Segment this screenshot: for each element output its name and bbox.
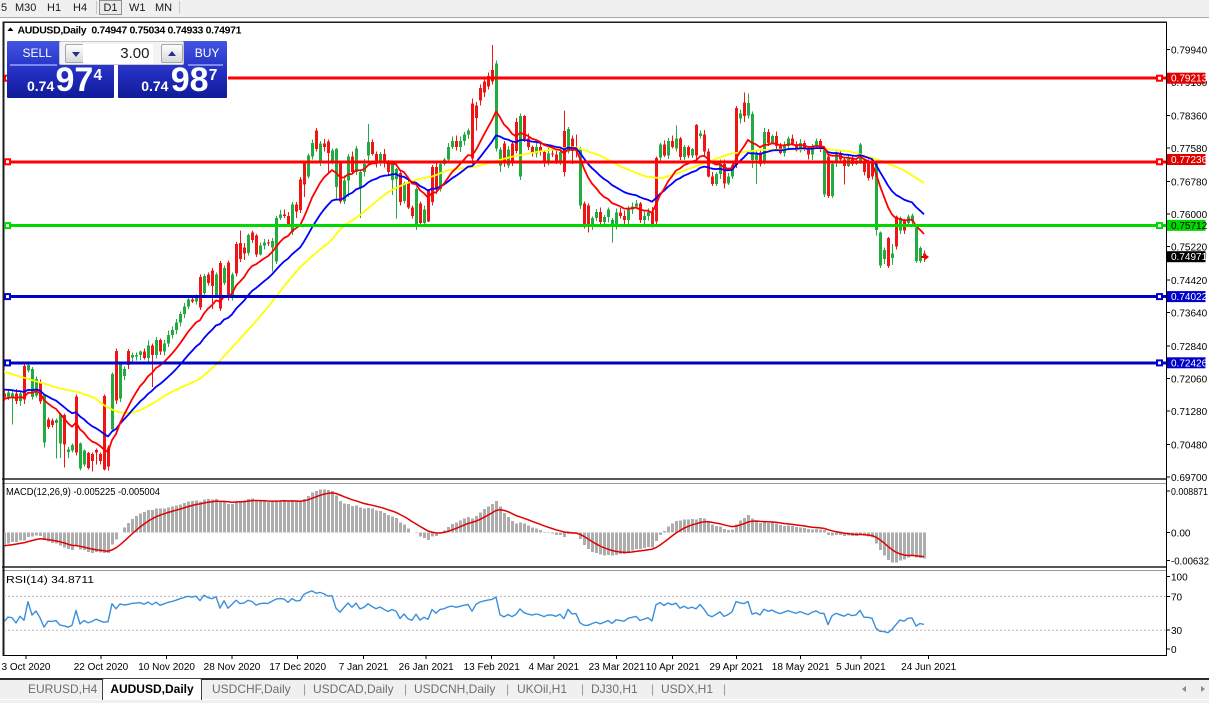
- svg-text:23 Mar 2021: 23 Mar 2021: [589, 662, 646, 673]
- svg-text:AUDUSD,Daily 0.74947 0.75034: AUDUSD,Daily 0.74947 0.75034 0.74933 0.7…: [18, 25, 242, 37]
- svg-text:3 Oct 2020: 3 Oct 2020: [2, 662, 51, 673]
- svg-text:0.72840: 0.72840: [1171, 342, 1208, 353]
- svg-text:10 Apr 2021: 10 Apr 2021: [646, 662, 700, 673]
- svg-text:0.77580: 0.77580: [1171, 144, 1208, 155]
- svg-text:18 May 2021: 18 May 2021: [772, 662, 830, 673]
- svg-text:24 Jun 2021: 24 Jun 2021: [901, 662, 956, 673]
- svg-text:0.71280: 0.71280: [1171, 407, 1208, 418]
- svg-text:-0.00632: -0.00632: [1171, 556, 1209, 567]
- svg-text:26 Jan 2021: 26 Jan 2021: [399, 662, 454, 673]
- svg-text:0.70480: 0.70480: [1171, 440, 1208, 451]
- svg-text:29 Apr 2021: 29 Apr 2021: [709, 662, 763, 673]
- svg-text:7 Jan 2021: 7 Jan 2021: [339, 662, 389, 673]
- svg-text:13 Feb 2021: 13 Feb 2021: [464, 662, 521, 673]
- svg-text:22 Oct 2020: 22 Oct 2020: [74, 662, 129, 673]
- svg-text:0.74971: 0.74971: [1171, 252, 1208, 263]
- svg-text:30: 30: [1171, 626, 1183, 637]
- svg-text:0.73640: 0.73640: [1171, 308, 1208, 319]
- svg-text:0.008871: 0.008871: [1171, 487, 1208, 498]
- svg-text:0.76780: 0.76780: [1171, 177, 1208, 188]
- svg-text:0.77236: 0.77236: [1171, 155, 1208, 166]
- svg-text:28 Nov 2020: 28 Nov 2020: [204, 662, 261, 673]
- svg-text:0.74022: 0.74022: [1171, 292, 1208, 303]
- svg-text:RSI(14) 34.8711: RSI(14) 34.8711: [6, 575, 95, 586]
- svg-text:0.75220: 0.75220: [1171, 243, 1208, 254]
- svg-text:MACD(12,26,9) -0.005225 -0.005: MACD(12,26,9) -0.005225 -0.005004: [6, 487, 160, 498]
- svg-text:0.69700: 0.69700: [1171, 473, 1208, 484]
- svg-text:0.00: 0.00: [1171, 528, 1191, 539]
- svg-text:17 Dec 2020: 17 Dec 2020: [269, 662, 326, 673]
- svg-text:0.72426: 0.72426: [1171, 358, 1208, 369]
- svg-text:0.76000: 0.76000: [1171, 210, 1208, 221]
- svg-text:0.75712: 0.75712: [1171, 221, 1208, 232]
- svg-text:100: 100: [1171, 572, 1188, 583]
- svg-text:0.78360: 0.78360: [1171, 111, 1208, 122]
- svg-text:0.74420: 0.74420: [1171, 276, 1208, 287]
- svg-text:4 Mar 2021: 4 Mar 2021: [529, 662, 580, 673]
- svg-text:0.79940: 0.79940: [1171, 45, 1208, 56]
- svg-text:5 Jun 2021: 5 Jun 2021: [836, 662, 886, 673]
- svg-text:70: 70: [1171, 592, 1183, 603]
- svg-text:0: 0: [1171, 645, 1177, 656]
- svg-text:0.72060: 0.72060: [1171, 374, 1208, 385]
- svg-text:0.79213: 0.79213: [1171, 74, 1208, 85]
- svg-text:10 Nov 2020: 10 Nov 2020: [138, 662, 195, 673]
